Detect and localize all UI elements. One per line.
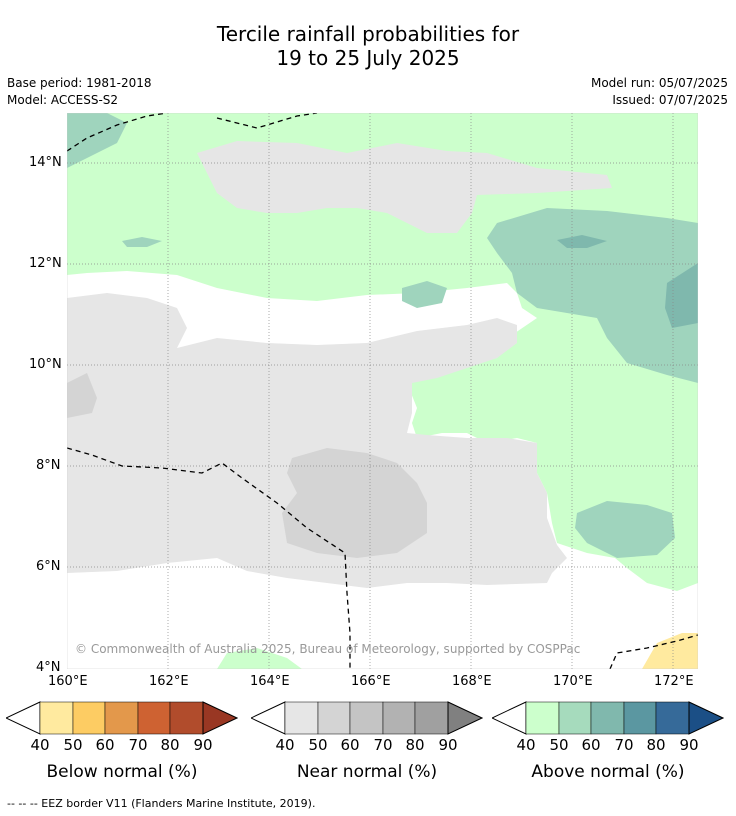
map-gridlines xyxy=(67,113,698,669)
cb-tick: 60 xyxy=(95,736,115,754)
cb-tick: 50 xyxy=(308,736,328,754)
cb-tick: 50 xyxy=(63,736,83,754)
lon-tick-162e: 162°E xyxy=(149,674,189,689)
lon-tick-166e: 166°E xyxy=(351,674,391,689)
cb-tick: 50 xyxy=(549,736,569,754)
near-normal-legend-label: Near normal (%) xyxy=(296,762,438,782)
near-normal-region-south xyxy=(67,293,567,588)
lat-tick-8n: 8°N xyxy=(36,458,61,473)
cb-tick: 80 xyxy=(646,736,666,754)
cb-tick: 40 xyxy=(275,736,295,754)
eez-border-lines xyxy=(67,113,698,669)
lat-tick-6n: 6°N xyxy=(36,559,61,574)
cb-tick: 90 xyxy=(438,736,458,754)
rainfall-probability-map: © Commonwealth of Australia 2025, Bureau… xyxy=(67,113,698,669)
near-normal-colorbar xyxy=(251,701,483,735)
above-normal-50-patch-small xyxy=(402,281,447,308)
copyright-notice: © Commonwealth of Australia 2025, Bureau… xyxy=(75,642,580,656)
model-label: Model: ACCESS-S2 xyxy=(7,93,119,107)
map-title-line2: 19 to 25 July 2025 xyxy=(276,46,460,70)
above-normal-50-patch-nw xyxy=(67,113,127,168)
cb-tick: 60 xyxy=(581,736,601,754)
lon-tick-160e: 160°E xyxy=(48,674,88,689)
map-title-line1: Tercile rainfall probabilities for xyxy=(216,22,520,46)
cb-tick: 90 xyxy=(679,736,699,754)
lon-tick-168e: 168°E xyxy=(452,674,492,689)
above-normal-colorbar xyxy=(492,701,724,735)
below-normal-40-patch xyxy=(642,633,698,669)
cb-tick: 80 xyxy=(405,736,425,754)
above-normal-60-patch-2 xyxy=(557,235,607,248)
eez-border-footnote: -- -- -- EEZ border V11 (Flanders Marine… xyxy=(7,797,316,810)
cb-tick: 40 xyxy=(30,736,50,754)
cb-tick: 40 xyxy=(516,736,536,754)
near-normal-50-patch-2 xyxy=(67,373,97,418)
below-normal-legend-label: Below normal (%) xyxy=(46,762,198,782)
below-normal-colorbar xyxy=(6,701,238,735)
above-normal-tick-labels: 40 50 60 70 80 90 xyxy=(492,736,724,756)
above-normal-50-patch-se xyxy=(575,501,675,558)
lat-tick-14n: 14°N xyxy=(29,155,62,170)
above-normal-50-patch-east xyxy=(487,208,698,383)
cb-tick: 60 xyxy=(340,736,360,754)
above-normal-50-patch-tiny xyxy=(122,237,162,247)
cb-tick: 80 xyxy=(160,736,180,754)
base-period-label: Base period: 1981-2018 xyxy=(7,76,152,90)
lat-tick-10n: 10°N xyxy=(29,357,62,372)
lon-tick-172e: 172°E xyxy=(654,674,694,689)
cb-tick: 70 xyxy=(128,736,148,754)
cb-tick: 70 xyxy=(614,736,634,754)
above-normal-region-south xyxy=(217,648,302,669)
lon-tick-164e: 164°E xyxy=(250,674,290,689)
below-normal-tick-labels: 40 50 60 70 80 90 xyxy=(6,736,238,756)
issued-label: Issued: 07/07/2025 xyxy=(612,93,728,107)
lat-tick-4n: 4°N xyxy=(36,660,61,675)
lon-tick-170e: 170°E xyxy=(553,674,593,689)
cb-tick: 70 xyxy=(373,736,393,754)
near-normal-50-patch xyxy=(282,448,427,558)
near-normal-region-north xyxy=(197,141,612,233)
above-normal-legend-label: Above normal (%) xyxy=(531,762,685,782)
near-normal-tick-labels: 40 50 60 70 80 90 xyxy=(251,736,483,756)
lat-tick-12n: 12°N xyxy=(29,256,62,271)
cb-tick: 90 xyxy=(193,736,213,754)
model-run-label: Model run: 05/07/2025 xyxy=(590,76,728,90)
